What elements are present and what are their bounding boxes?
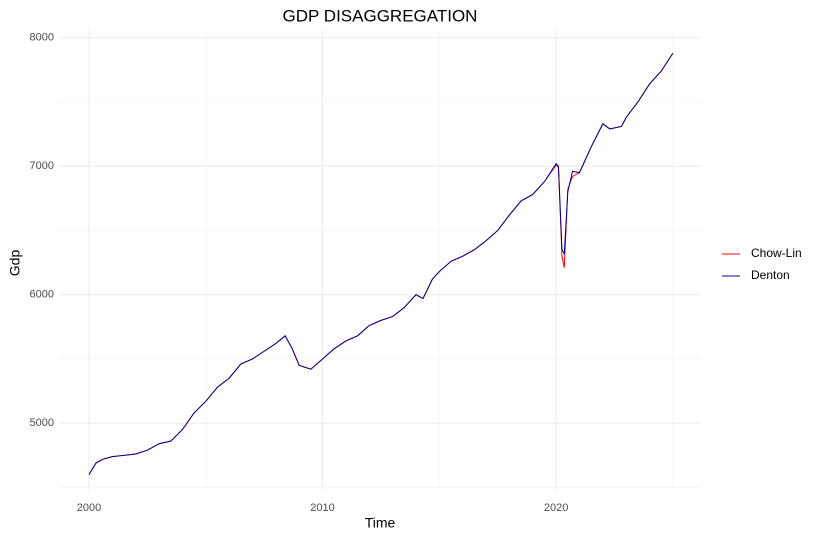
x-tick-label: 2020 (544, 502, 568, 514)
y-tick-label: 5000 (30, 417, 54, 429)
y-axis-label: Gdp (7, 250, 23, 277)
x-tick-label: 2000 (77, 502, 101, 514)
y-tick-label: 6000 (30, 289, 54, 301)
series-line (88, 52, 674, 475)
chart-title: GDP DISAGGREGATION (283, 6, 478, 25)
y-tick-label: 8000 (30, 32, 54, 44)
y-tick-label: 7000 (30, 160, 54, 172)
legend-label: Denton (751, 268, 790, 282)
legend-label: Chow-Lin (751, 246, 802, 260)
x-tick-label: 2010 (310, 502, 334, 514)
series-line (88, 52, 674, 475)
x-axis-label: Time (365, 515, 396, 531)
